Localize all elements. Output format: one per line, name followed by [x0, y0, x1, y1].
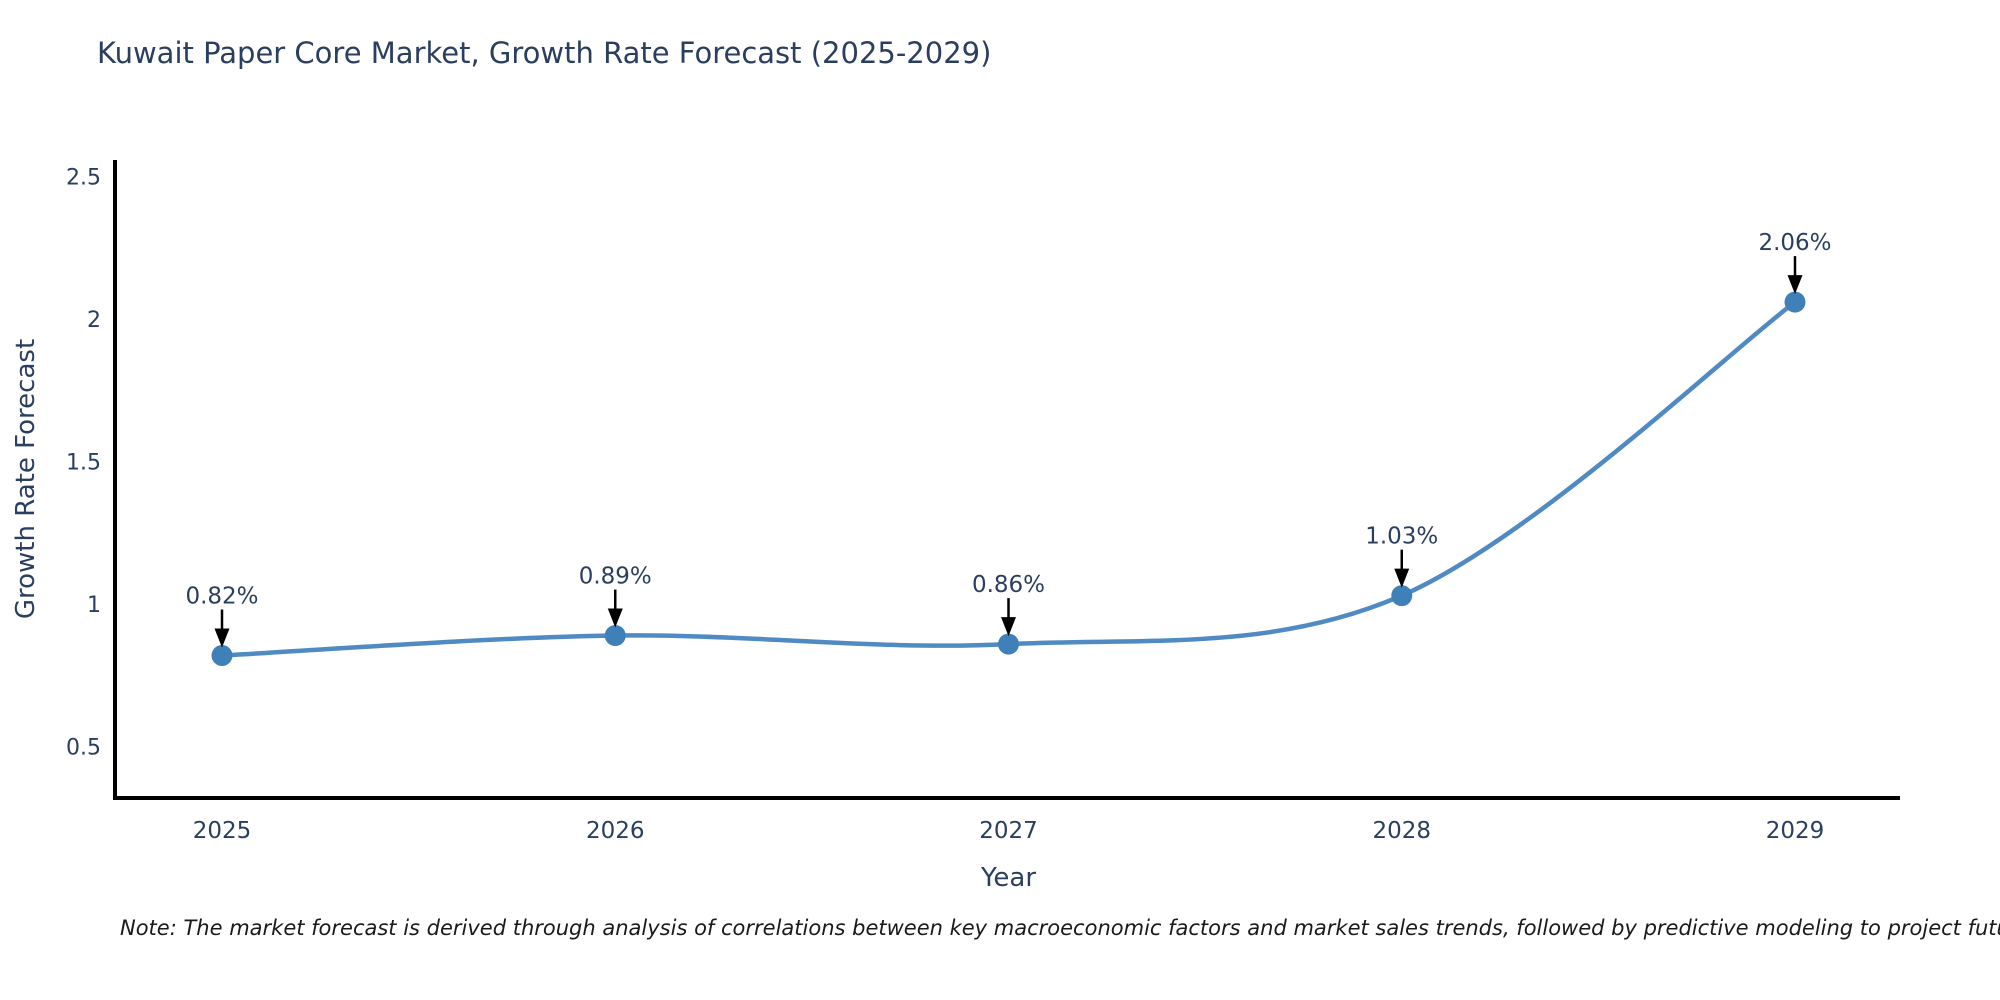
data-point-label: 2.06% — [1758, 230, 1831, 256]
annotation-arrowhead-icon — [1394, 568, 1410, 588]
annotation-arrowhead-icon — [1787, 275, 1803, 295]
data-point-label: 0.89% — [579, 564, 652, 590]
data-point-marker — [604, 625, 626, 647]
x-tick-label: 2029 — [1766, 818, 1825, 844]
data-point-marker — [1784, 291, 1806, 313]
chart-title: Kuwait Paper Core Market, Growth Rate Fo… — [97, 36, 992, 70]
annotation-arrowhead-icon — [1001, 617, 1016, 637]
data-point-label: 0.82% — [185, 584, 258, 610]
footnote: Note: The market forecast is derived thr… — [120, 916, 2000, 940]
y-tick-label: 1.5 — [66, 451, 101, 476]
annotation-arrowhead-icon — [214, 628, 230, 648]
x-tick-label: 2026 — [586, 818, 645, 844]
annotation-arrowhead-icon — [607, 608, 623, 628]
x-tick-label: 2025 — [193, 818, 252, 844]
data-point-label: 1.03% — [1365, 524, 1438, 550]
data-point-marker — [998, 633, 1019, 655]
data-line — [219, 299, 1798, 658]
y-tick-label: 2.5 — [66, 166, 101, 191]
data-point-marker — [1391, 585, 1413, 607]
y-tick-label: 0.5 — [66, 736, 101, 761]
data-point-label: 0.86% — [972, 572, 1045, 598]
x-axis-title: Year — [980, 863, 1036, 893]
x-tick-label: 2027 — [979, 818, 1038, 844]
y-tick-label: 1 — [87, 593, 101, 618]
x-tick-label: 2028 — [1372, 818, 1431, 844]
y-tick-label: 2 — [87, 308, 101, 333]
data-point-marker — [211, 645, 233, 666]
y-axis-title: Growth Rate Forecast — [11, 339, 41, 619]
